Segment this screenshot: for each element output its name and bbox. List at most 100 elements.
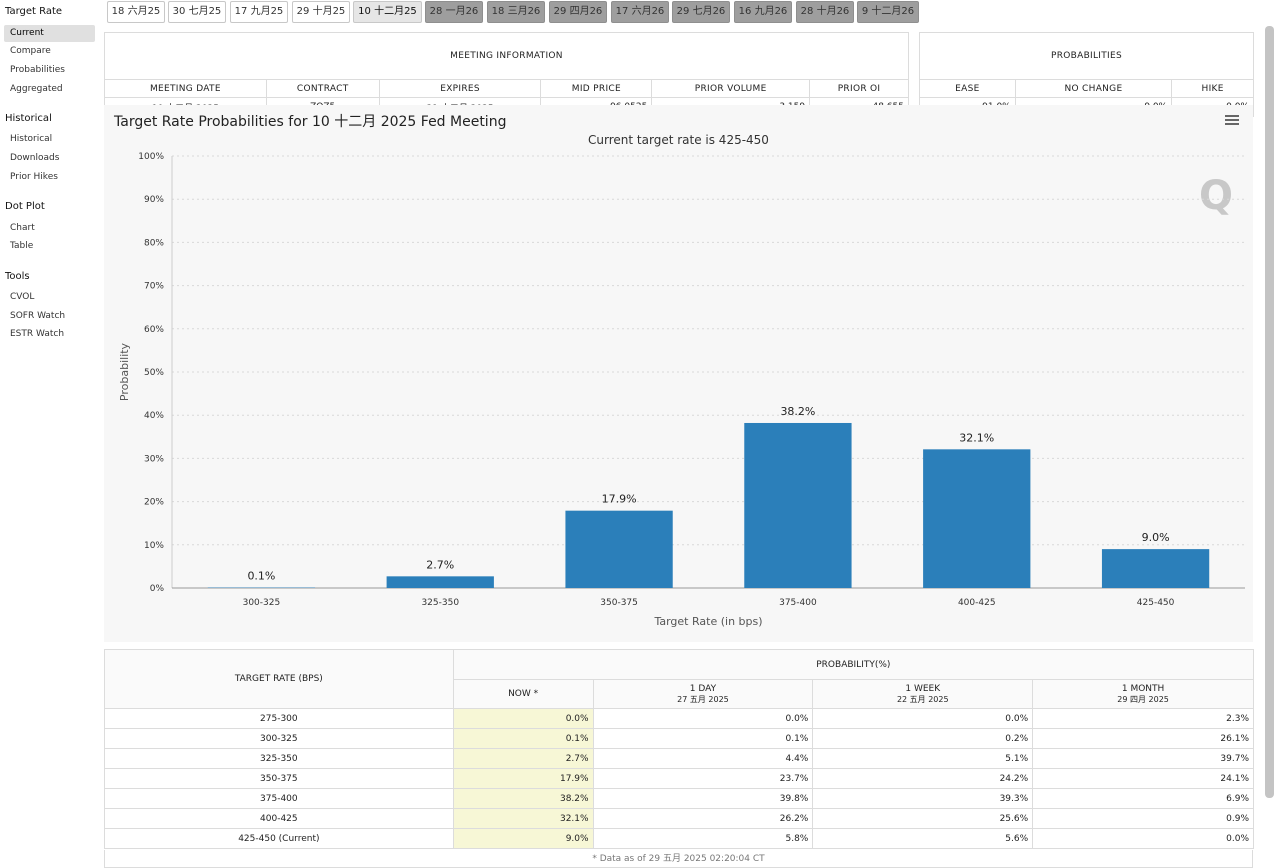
probability-cell: 25.6% xyxy=(812,808,1034,829)
probability-group-header: PROBABILITY(%) xyxy=(452,649,1255,680)
probability-cell: 0.0% xyxy=(592,708,814,729)
bar-value-label: 32.1% xyxy=(959,431,994,444)
sidebar-item-table[interactable]: Table xyxy=(10,241,34,251)
probability-cell: 39.3% xyxy=(812,788,1034,809)
x-tick-label: 375-400 xyxy=(779,598,817,608)
sidebar-group-title: Tools xyxy=(5,271,30,282)
tab-meeting[interactable]: 17 六月26 xyxy=(611,1,669,23)
tab-meeting[interactable]: 18 三月26 xyxy=(487,1,545,23)
tab-meeting[interactable]: 16 九月26 xyxy=(734,1,792,23)
y-tick-label: 60% xyxy=(144,325,164,335)
probability-history-table: TARGET RATE (BPS) PROBABILITY(%) NOW * 1… xyxy=(104,649,1255,849)
sidebar-group-title: Target Rate xyxy=(5,6,63,17)
sidebar-item-probabilities[interactable]: Probabilities xyxy=(10,65,65,75)
x-axis-title: Target Rate (in bps) xyxy=(653,615,762,628)
target-rate-cell: 425-450 (Current) xyxy=(104,828,454,849)
col-header: HIKE xyxy=(1171,79,1254,98)
x-tick-label: 300-325 xyxy=(243,598,281,608)
sidebar-item-historical[interactable]: Historical xyxy=(10,134,53,144)
probability-cell: 0.0% xyxy=(1032,828,1254,849)
bar xyxy=(565,510,673,588)
bar-chart: 0% 10% 20% 30% 40% 50% 60% 70% 80% 90% 100% 0.1% 300… xyxy=(118,152,1245,628)
tab-meeting[interactable]: 29 七月26 xyxy=(672,1,730,23)
target-rate-cell: 325-350 xyxy=(104,748,454,769)
col-header-now: NOW * xyxy=(452,679,594,709)
probability-cell: 9.0% xyxy=(452,828,594,849)
col-header: EXPIRES xyxy=(378,79,542,98)
table-row: 400-425 32.1% 26.2% 25.6% 0.9% xyxy=(104,808,1254,829)
table-row: 300-325 0.1% 0.1% 0.2% 26.1% xyxy=(104,728,1254,749)
sidebar-item-chart[interactable]: Chart xyxy=(10,223,35,233)
col-header: PRIOR VOLUME xyxy=(651,79,811,98)
tab-meeting[interactable]: 28 一月26 xyxy=(425,1,483,23)
target-rate-cell: 300-325 xyxy=(104,728,454,749)
bar xyxy=(923,449,1031,588)
vertical-scrollbar[interactable] xyxy=(1265,26,1274,798)
sidebar-item-compare[interactable]: Compare xyxy=(10,46,51,56)
col-header-1-month: 1 MONTH 29 四月 2025 xyxy=(1032,679,1254,709)
tab-meeting[interactable]: 30 七月25 xyxy=(168,1,226,23)
menu-icon[interactable] xyxy=(1225,115,1239,127)
sidebar-item-aggregated[interactable]: Aggregated xyxy=(10,84,63,94)
probability-cell: 6.9% xyxy=(1032,788,1254,809)
probability-cell: 38.2% xyxy=(452,788,594,809)
target-rate-cell: 375-400 xyxy=(104,788,454,809)
probability-cell: 17.9% xyxy=(452,768,594,789)
probability-cell: 0.2% xyxy=(812,728,1034,749)
probability-cell: 0.9% xyxy=(1032,808,1254,829)
y-tick-label: 20% xyxy=(144,498,164,508)
col-header: NO CHANGE xyxy=(1014,79,1173,98)
table-row: 375-400 38.2% 39.8% 39.3% 6.9% xyxy=(104,788,1254,809)
chart-title: Target Rate Probabilities for 10 十二月 202… xyxy=(114,114,507,130)
sidebar-group-title: Dot Plot xyxy=(5,201,45,212)
tab-meeting-active[interactable]: 10 十二月25 xyxy=(353,1,422,23)
bar-value-label: 9.0% xyxy=(1142,531,1170,544)
probability-cell: 2.7% xyxy=(452,748,594,769)
probability-cell: 2.3% xyxy=(1032,708,1254,729)
sidebar-item-current[interactable]: Current xyxy=(4,25,95,42)
tab-meeting[interactable]: 9 十二月26 xyxy=(857,1,919,23)
sidebar: Target Rate Current Compare Probabilitie… xyxy=(0,0,100,868)
sidebar-item-estr-watch[interactable]: ESTR Watch xyxy=(10,329,65,339)
y-tick-label: 100% xyxy=(138,152,164,162)
probability-cell: 0.1% xyxy=(452,728,594,749)
x-tick-label: 350-375 xyxy=(600,598,638,608)
y-tick-label: 50% xyxy=(144,368,164,378)
sidebar-item-downloads[interactable]: Downloads xyxy=(10,153,60,163)
probabilities-title: PROBABILITIES xyxy=(919,32,1254,80)
tab-meeting[interactable]: 29 十月25 xyxy=(292,1,350,23)
probability-cell: 39.7% xyxy=(1032,748,1254,769)
col-header: MID PRICE xyxy=(540,79,653,98)
bar xyxy=(744,422,852,588)
col-header: CONTRACT xyxy=(265,79,380,98)
probability-cell: 32.1% xyxy=(452,808,594,829)
chart-subtitle: Current target rate is 425-450 xyxy=(588,133,769,147)
meeting-info-title: MEETING INFORMATION xyxy=(104,32,909,80)
bar-value-label: 0.1% xyxy=(247,570,275,583)
col-header: MEETING DATE xyxy=(104,79,267,98)
col-header: PRIOR OI xyxy=(809,79,909,98)
sidebar-item-cvol[interactable]: CVOL xyxy=(10,292,35,302)
bar-value-label: 17.9% xyxy=(602,493,637,506)
tab-meeting[interactable]: 17 九月25 xyxy=(230,1,288,23)
probability-cell: 4.4% xyxy=(592,748,814,769)
col-header-1-week: 1 WEEK 22 五月 2025 xyxy=(812,679,1034,709)
tab-meeting[interactable]: 29 四月26 xyxy=(549,1,607,23)
col-header: EASE xyxy=(919,79,1016,98)
table-row: 275-300 0.0% 0.0% 0.0% 2.3% xyxy=(104,708,1254,729)
tab-meeting[interactable]: 18 六月25 xyxy=(107,1,165,23)
y-tick-label: 40% xyxy=(144,411,164,421)
y-tick-label: 80% xyxy=(144,238,164,248)
sidebar-item-prior-hikes[interactable]: Prior Hikes xyxy=(10,172,58,182)
table-row: 350-375 17.9% 23.7% 24.2% 24.1% xyxy=(104,768,1254,789)
table-row: 325-350 2.7% 4.4% 5.1% 39.7% xyxy=(104,748,1254,769)
sidebar-item-sofr-watch[interactable]: SOFR Watch xyxy=(10,311,66,321)
data-timestamp-footnote: * Data as of 29 五月 2025 02:20:04 CT xyxy=(104,850,1253,868)
y-tick-label: 0% xyxy=(150,584,165,594)
probability-cell: 26.2% xyxy=(592,808,814,829)
tab-meeting[interactable]: 28 十月26 xyxy=(796,1,854,23)
bar xyxy=(1101,549,1210,588)
x-tick-label: 325-350 xyxy=(421,598,459,608)
y-tick-label: 10% xyxy=(144,541,164,551)
probability-cell: 5.1% xyxy=(812,748,1034,769)
